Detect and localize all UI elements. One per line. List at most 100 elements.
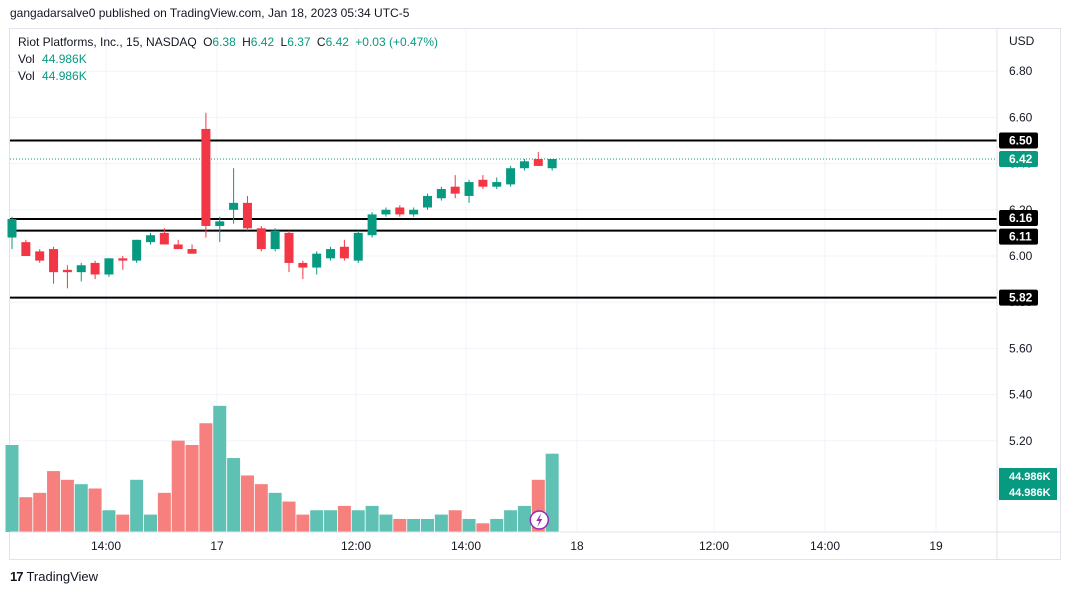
volume-bar <box>296 514 310 532</box>
time-axis: 14:00 17 12:00 14:00 18 12:00 14:00 19 <box>10 29 1060 559</box>
candle-body <box>270 230 280 250</box>
price-tick-label: 6.00 <box>1009 249 1033 263</box>
candle-body <box>118 258 128 261</box>
volume-bar <box>476 523 490 532</box>
close-label: C <box>316 35 326 49</box>
candle-body <box>62 269 72 273</box>
volume-bar <box>116 514 130 532</box>
volume-bar <box>33 492 47 532</box>
volume-bar <box>254 484 268 532</box>
level-price-badge: 5.82 <box>1009 291 1033 305</box>
candle-body <box>242 202 252 229</box>
price-tick-label: 6.60 <box>1009 110 1033 124</box>
level-price-badge: 6.50 <box>1009 134 1033 148</box>
vol-value: 44.986K <box>42 69 87 83</box>
symbol-description: Riot Platforms, Inc., 15, NASDAQ <box>18 35 197 49</box>
chart-frame[interactable] <box>9 28 1061 560</box>
volume-bar <box>102 510 116 532</box>
last-price-badge: 6.42 <box>1009 152 1033 166</box>
candle-body <box>187 249 197 254</box>
candle-body <box>201 128 211 226</box>
candle-body <box>215 221 225 226</box>
volume-bar <box>282 501 296 532</box>
time-tick-label: 14:00 <box>810 539 840 553</box>
candle-body <box>49 249 59 273</box>
level-price-badge: 6.16 <box>1009 211 1033 225</box>
candle-body <box>104 258 114 275</box>
candle-body <box>367 214 377 236</box>
time-tick-label: 12:00 <box>699 539 729 553</box>
price-tick-label: 5.40 <box>1009 388 1033 402</box>
candle-body <box>90 262 100 275</box>
level-price-badge-bg <box>999 210 1038 227</box>
volume-bar <box>504 510 518 532</box>
price-axis: 5.205.405.605.806.006.206.406.606.80 <box>1009 64 1033 448</box>
candle-body <box>353 232 363 261</box>
volume-bar <box>240 475 254 532</box>
candle-body <box>478 179 488 187</box>
candle-body <box>229 202 239 210</box>
candle-body <box>173 244 183 250</box>
open-value: 6.38 <box>212 35 236 49</box>
currency-label: USD <box>1009 34 1035 48</box>
open-label: O <box>203 35 213 49</box>
change-value: +0.03 (+0.47%) <box>355 35 438 49</box>
candle-body <box>298 262 308 268</box>
candle-body <box>519 161 529 169</box>
time-tick-label: 14:00 <box>91 539 121 553</box>
volume-bar <box>88 488 102 532</box>
time-tick-label: 19 <box>929 539 943 553</box>
volume-bar <box>407 518 421 532</box>
volume-bar <box>171 440 185 532</box>
time-tick-label: 14:00 <box>451 539 481 553</box>
brand-name: TradingView <box>26 569 99 584</box>
volume-bar <box>74 484 88 532</box>
candle-body <box>450 186 460 194</box>
candle-body <box>533 158 543 166</box>
close-value: 6.42 <box>325 35 349 49</box>
price-tick-label: 5.60 <box>1009 341 1033 355</box>
footer-brand[interactable]: 17 TradingView <box>10 569 98 584</box>
volume-bar <box>448 510 462 532</box>
price-badges: 6.50 6.16 6.11 5.82 6.42 44.986K 44.986K <box>529 132 1057 530</box>
volume-bar <box>393 518 407 532</box>
volume-bar <box>379 514 393 532</box>
volume-bar <box>199 423 213 532</box>
candle-body <box>423 195 432 208</box>
candle-body <box>7 219 17 238</box>
candle-body <box>326 249 336 259</box>
volume-bar <box>337 505 351 532</box>
candle-body <box>492 182 502 187</box>
volume-bar <box>434 514 448 532</box>
volume-bar <box>227 458 241 532</box>
tradingview-logo-icon: 17 <box>10 569 24 584</box>
vol-label: Vol <box>18 69 35 83</box>
low-value: 6.37 <box>287 35 311 49</box>
price-tick-label: 5.20 <box>1009 434 1033 448</box>
candle-body <box>146 235 155 243</box>
time-tick-label: 12:00 <box>341 539 371 553</box>
volume-bar <box>5 445 19 532</box>
time-tick-label: 17 <box>210 539 224 553</box>
vol-label: Vol <box>18 52 35 66</box>
lightning-bolt <box>536 513 543 527</box>
low-label: L <box>280 35 288 49</box>
candle-body <box>159 232 169 245</box>
horizontal-levels <box>10 139 997 299</box>
candle-body <box>409 209 419 215</box>
candles <box>7 112 557 289</box>
level-price-badge-bg <box>999 228 1038 245</box>
candle-body <box>76 265 86 273</box>
volume-bar <box>462 518 476 532</box>
high-label: H <box>242 35 251 49</box>
volume-bar <box>365 505 379 532</box>
candle-body <box>21 242 31 256</box>
volume-bar <box>157 492 171 532</box>
volume-bar <box>60 479 74 532</box>
candle-body <box>132 239 142 261</box>
volume-bar <box>47 471 61 532</box>
candle-body <box>395 207 405 215</box>
publish-caption: gangadarsalve0 published on TradingView.… <box>10 6 410 20</box>
candle-body <box>436 189 446 199</box>
